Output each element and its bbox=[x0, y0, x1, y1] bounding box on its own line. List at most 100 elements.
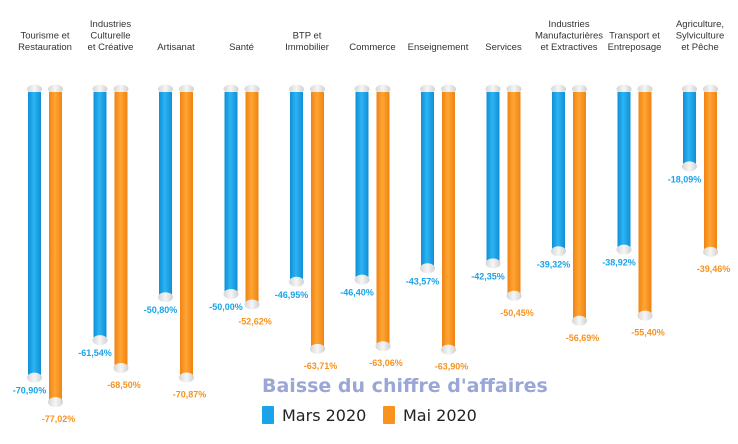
bar-bottom-cap bbox=[485, 258, 501, 269]
bar-bottom-cap bbox=[682, 161, 697, 172]
value-label: -50,45% bbox=[500, 308, 534, 318]
bar-top-cap bbox=[310, 84, 325, 94]
category-label: Transport et bbox=[609, 31, 660, 42]
bar-bottom-cap bbox=[703, 246, 718, 257]
bar-top-cap bbox=[289, 84, 304, 94]
category-label: Enseignement bbox=[408, 42, 469, 53]
bar-top-cap bbox=[616, 84, 632, 94]
value-label: -61,54% bbox=[78, 348, 112, 358]
bar-top-cap bbox=[551, 84, 566, 94]
category-label: Artisanat bbox=[157, 42, 195, 53]
bar-top-cap bbox=[485, 84, 501, 94]
legend-swatch-mai bbox=[383, 406, 395, 424]
category-label: et Créative bbox=[88, 42, 134, 53]
bar-top-cap bbox=[223, 84, 239, 94]
bar-top-cap bbox=[158, 84, 173, 94]
bar-top-cap bbox=[48, 84, 63, 94]
bar-mars bbox=[486, 92, 500, 262]
bar-top-cap bbox=[506, 84, 522, 94]
category-label: Services bbox=[485, 42, 522, 53]
bar-mai bbox=[311, 92, 324, 347]
bar-top-cap bbox=[92, 84, 108, 94]
value-label: -56,69% bbox=[566, 333, 600, 343]
bar-top-cap bbox=[179, 84, 194, 94]
value-label: -39,32% bbox=[537, 259, 571, 269]
bar-bottom-cap bbox=[572, 315, 587, 326]
bar-mai bbox=[180, 92, 193, 376]
bars bbox=[27, 84, 718, 408]
bar-bottom-cap bbox=[616, 244, 632, 255]
bar-bottom-cap bbox=[637, 310, 653, 321]
bar-bottom-cap bbox=[441, 344, 456, 355]
bar-bottom-cap bbox=[48, 397, 63, 408]
category-label: Industries bbox=[548, 19, 589, 30]
bar-bottom-cap bbox=[506, 290, 522, 301]
bar-mars bbox=[617, 92, 631, 248]
value-label: -42,35% bbox=[471, 271, 505, 281]
category-label: et Pêche bbox=[681, 42, 719, 53]
value-label: -68,50% bbox=[107, 380, 141, 390]
category-label: Commerce bbox=[349, 42, 395, 53]
category-label: BTP et bbox=[293, 31, 322, 42]
bar-mars bbox=[290, 92, 303, 280]
bar-mai bbox=[507, 92, 521, 294]
category-label: Restauration bbox=[18, 42, 72, 53]
value-label: -39,46% bbox=[697, 264, 731, 274]
bar-bottom-cap bbox=[113, 363, 129, 373]
category-label: Agriculture, bbox=[676, 19, 724, 30]
bar-mai bbox=[442, 92, 455, 348]
bar-top-cap bbox=[572, 84, 587, 94]
bar-mars bbox=[28, 92, 41, 376]
value-label: -38,92% bbox=[602, 258, 636, 268]
bar-mai bbox=[114, 92, 128, 366]
category-label: et Extractives bbox=[540, 42, 597, 53]
category-label: Immobilier bbox=[285, 42, 329, 53]
value-label: -18,09% bbox=[668, 174, 702, 184]
bar-mai bbox=[704, 92, 717, 250]
bar-bottom-cap bbox=[27, 372, 42, 383]
category-label: Entreposage bbox=[608, 42, 662, 53]
value-label: -43,57% bbox=[406, 276, 440, 286]
value-label: -63,06% bbox=[369, 358, 403, 368]
bar-mai bbox=[245, 92, 259, 303]
value-label: -77,02% bbox=[42, 414, 76, 424]
value-label: -70,87% bbox=[173, 389, 207, 399]
chart-title: Baisse du chiffre d'affaires bbox=[262, 375, 548, 397]
bar-bottom-cap bbox=[92, 335, 108, 346]
bar-top-cap bbox=[113, 84, 129, 94]
bar-bottom-cap bbox=[223, 289, 239, 299]
bar-mars bbox=[93, 92, 107, 339]
bar-bottom-cap bbox=[354, 274, 370, 285]
bar-top-cap bbox=[682, 84, 697, 94]
category-label: Industries bbox=[90, 19, 131, 30]
category-label: Tourisme et bbox=[20, 31, 69, 42]
bar-bottom-cap bbox=[289, 276, 304, 287]
bar-top-cap bbox=[420, 84, 435, 94]
bar-top-cap bbox=[27, 84, 42, 94]
value-label: -63,90% bbox=[435, 362, 469, 372]
bar-top-cap bbox=[441, 84, 456, 94]
category-label: Sylviculture bbox=[676, 31, 725, 42]
value-label: -50,80% bbox=[144, 305, 178, 315]
value-label: -55,40% bbox=[631, 328, 665, 338]
bar-bottom-cap bbox=[310, 343, 325, 354]
bar-bottom-cap bbox=[244, 299, 260, 310]
legend: Mars 2020 Mai 2020 bbox=[262, 406, 477, 425]
bar-mars bbox=[224, 92, 238, 292]
legend-label-mars: Mars 2020 bbox=[282, 406, 366, 425]
bar-mars bbox=[552, 92, 565, 250]
legend-label-mai: Mai 2020 bbox=[403, 406, 477, 425]
value-label: -63,71% bbox=[304, 361, 338, 371]
category-label: Santé bbox=[229, 42, 254, 53]
bar-mars bbox=[355, 92, 369, 278]
value-label: -70,90% bbox=[13, 386, 47, 396]
bar-top-cap bbox=[703, 84, 718, 94]
value-label: -50,00% bbox=[209, 302, 243, 312]
bar-top-cap bbox=[354, 84, 370, 94]
bar-top-cap bbox=[637, 84, 653, 94]
value-label: -46,40% bbox=[340, 288, 374, 298]
bar-mai bbox=[638, 92, 652, 314]
bar-mars bbox=[159, 92, 172, 296]
value-labels: -70,90% -77,02% -61,54% -68,50% -50,80% -70,8… bbox=[13, 174, 731, 424]
